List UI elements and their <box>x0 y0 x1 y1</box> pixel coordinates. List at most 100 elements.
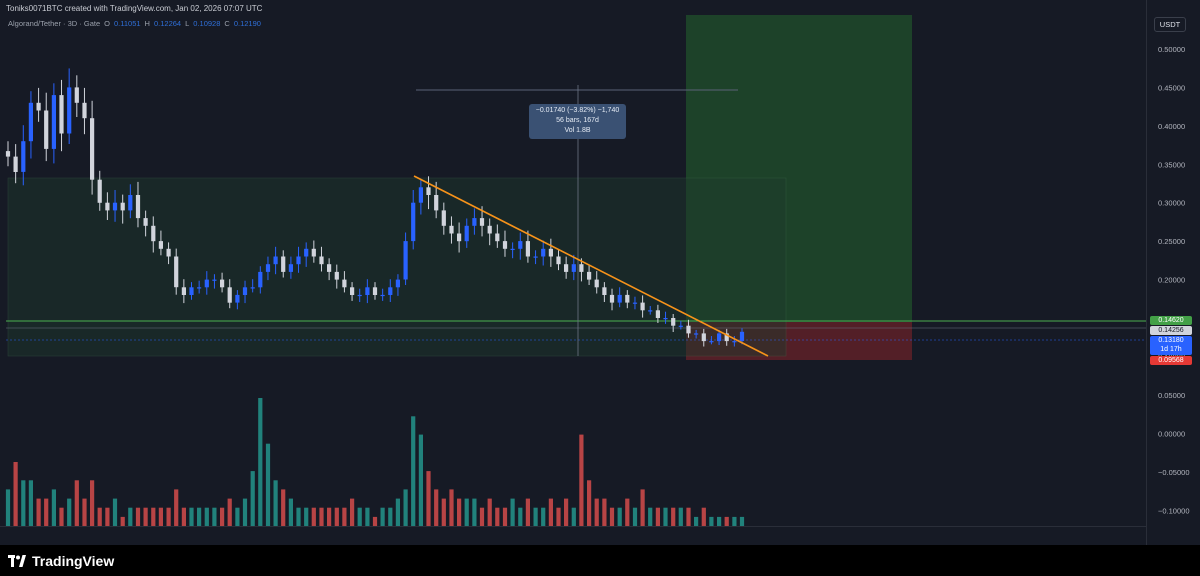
bear-candle <box>426 187 431 195</box>
volume-bar-up <box>212 507 217 526</box>
bear-candle <box>502 241 508 249</box>
volume-bar-up <box>694 516 699 526</box>
bull-candle <box>258 271 263 288</box>
volume-bar-down <box>625 498 630 526</box>
bull-candle <box>541 248 546 257</box>
bull-candle <box>212 279 217 281</box>
candles-group <box>5 68 745 347</box>
bull-candle <box>648 310 653 312</box>
volume-bar-down <box>151 507 156 526</box>
volume-bar-down <box>449 489 454 526</box>
symbol-legend[interactable]: Algorand/Tether · 3D · Gate O 0.11051 H … <box>8 19 261 28</box>
bull-candle <box>250 287 255 289</box>
current-price-tag: 0.13180 1d 17h <box>1150 336 1192 355</box>
y-tick-label: −0.10000 <box>1158 507 1190 516</box>
bear-candle <box>135 195 141 219</box>
volume-bar-down <box>502 507 508 526</box>
volume-bar-down <box>372 516 378 526</box>
volume-bar-down <box>525 498 530 526</box>
volume-bar-down <box>701 507 706 526</box>
volume-bar-up <box>709 516 714 526</box>
tradingview-logo-icon <box>8 554 26 567</box>
volume-bar-up <box>365 507 370 526</box>
volume-bar-down <box>350 498 355 526</box>
volume-bar-down <box>724 516 729 526</box>
currency-badge[interactable]: USDT <box>1154 17 1186 32</box>
volume-bar-up <box>250 471 255 526</box>
bull-candle <box>388 287 393 295</box>
volume-bar-up <box>5 489 11 526</box>
volume-bar-down <box>120 516 125 526</box>
measure-tooltip: −0.01740 (−3.82%) −1,740 56 bars, 167d V… <box>529 104 626 139</box>
volume-bar-up <box>541 507 546 526</box>
bull-candle <box>365 287 370 295</box>
bear-candle <box>479 218 485 226</box>
volume-bar-up <box>418 434 423 526</box>
bull-candle <box>51 95 56 149</box>
bear-candle <box>327 264 332 272</box>
bull-candle <box>189 287 194 295</box>
bull-candle <box>518 241 523 249</box>
volume-bar-down <box>495 507 500 526</box>
bear-candle <box>281 256 286 272</box>
volume-bar-down <box>143 507 148 526</box>
volume-bar-up <box>197 507 202 526</box>
volume-bar-down <box>158 507 163 526</box>
bull-candle <box>395 279 400 288</box>
volume-group <box>5 398 745 526</box>
bear-candle <box>97 179 102 203</box>
bear-candle <box>587 271 592 280</box>
bear-candle <box>724 333 729 342</box>
bear-candle <box>350 287 355 295</box>
volume-bar-up <box>258 398 263 526</box>
volume-bar-down <box>640 489 645 526</box>
bull-candle <box>288 264 293 272</box>
price-axis[interactable]: 0.50000 0.45000 0.40000 0.35000 0.30000 0.250… <box>1146 0 1200 545</box>
tradingview-brand[interactable]: TradingView <box>8 553 114 569</box>
price-chart[interactable]: 2025FebMarAprMayJunJulAugSepOctNovDec202… <box>0 0 1146 526</box>
bull-candle <box>617 294 622 303</box>
volume-bar-up <box>242 498 248 526</box>
bear-candle <box>82 102 87 119</box>
symbol-name[interactable]: Algorand/Tether · 3D · Gate <box>8 19 101 28</box>
volume-bar-down <box>556 507 561 526</box>
volume-bar-up <box>296 507 301 526</box>
volume-bar-up <box>357 507 362 526</box>
bear-candle <box>166 248 171 257</box>
volume-bar-up <box>617 507 622 526</box>
volume-bar-up <box>388 507 393 526</box>
trendline[interactable] <box>413 175 769 357</box>
bear-candle <box>120 202 125 211</box>
volume-bar-down <box>426 471 431 526</box>
volume-bar-down <box>434 489 439 526</box>
volume-bar-down <box>97 507 102 526</box>
volume-bar-up <box>288 498 293 526</box>
bear-candle <box>44 110 49 149</box>
volume-bar-down <box>13 462 18 526</box>
bull-candle <box>304 248 309 257</box>
open-label: O <box>104 19 110 28</box>
volume-bar-up <box>204 507 209 526</box>
bull-candle <box>67 87 72 134</box>
bear-candle <box>372 287 378 295</box>
y-tick-label: 0.30000 <box>1158 199 1185 208</box>
bear-candle <box>220 279 225 288</box>
y-tick-label: 0.40000 <box>1158 122 1185 131</box>
close-value: 0.12190 <box>233 19 261 28</box>
bull-candle <box>663 318 668 320</box>
y-tick-label: 0.35000 <box>1158 160 1185 169</box>
volume-bar-down <box>319 507 324 526</box>
bear-candle <box>334 271 339 280</box>
time-axis[interactable] <box>0 526 1146 546</box>
close-label: C <box>224 19 230 28</box>
volume-bar-down <box>479 507 485 526</box>
bear-candle <box>625 294 630 303</box>
volume-bar-down <box>227 498 232 526</box>
volume-bar-down <box>487 498 492 526</box>
price-axis-labels: 0.50000 0.45000 0.40000 0.35000 0.30000 0.250… <box>1158 45 1190 516</box>
bear-candle <box>105 202 110 211</box>
bear-candle <box>181 287 186 295</box>
bear-candle <box>671 318 676 326</box>
volume-bar-up <box>717 516 722 526</box>
